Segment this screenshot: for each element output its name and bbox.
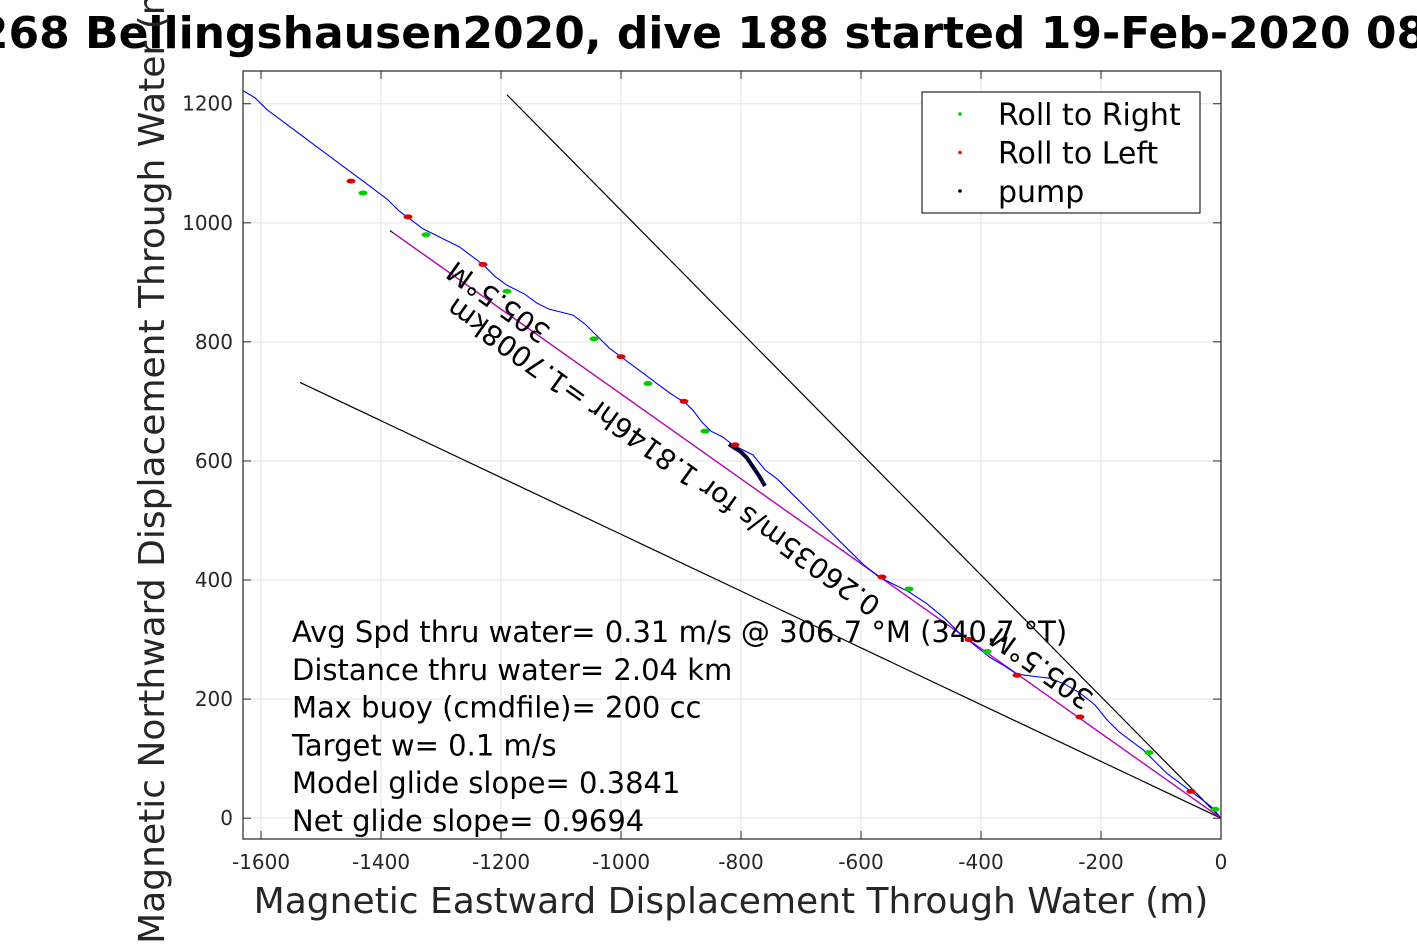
x-tick-label: 0 [1215, 850, 1228, 874]
legend-box [921, 91, 1201, 214]
roll-left-point [730, 442, 740, 448]
x-axis-label: Magnetic Eastward Displacement Through W… [254, 881, 1209, 922]
roll-left-point [679, 398, 689, 404]
x-tick-label: -1600 [232, 850, 290, 874]
roll-left-point [403, 214, 413, 220]
chart-title: SG268 Bellingshausen2020, dive 188 start… [0, 8, 1417, 59]
roll-left-point [478, 261, 488, 267]
x-tick-label: -1400 [352, 850, 410, 874]
x-tick-label: -1000 [592, 850, 650, 874]
info-box: Avg Spd thru water= 0.31 m/s @ 306.7 °M … [291, 615, 1067, 838]
y-tick-label: 0 [220, 806, 233, 830]
info-line: Max buoy (cmdfile)= 200 cc [292, 691, 701, 725]
x-tick-label: -600 [838, 850, 883, 874]
y-tick-label: 600 [195, 449, 233, 473]
roll-right-point [358, 190, 368, 196]
plot-frame [242, 70, 1222, 840]
legend-label: Roll to Right [998, 98, 1181, 133]
roll-left-point [346, 178, 356, 184]
x-tick-label: -400 [958, 850, 1003, 874]
roll-left-point [964, 637, 974, 643]
info-line: Net glide slope= 0.9694 [292, 804, 644, 838]
roll-right-point [421, 232, 431, 238]
axis-ticks: -1600 -1400 -1200 -1000 -800 -600 -400 -200 0 0 20… [182, 71, 1227, 874]
y-tick-label: 1200 [182, 92, 233, 116]
x-tick-label: -200 [1078, 850, 1123, 874]
roll-left-point [1186, 788, 1196, 794]
roll-right-point [1144, 750, 1154, 756]
roll-right-point [502, 288, 512, 294]
roll-right-point [982, 648, 992, 654]
x-tick-label: -1200 [472, 850, 530, 874]
track-layer [242, 90, 1222, 819]
roll-left-point [616, 354, 626, 360]
legend-label: pump [998, 175, 1084, 210]
roll-left-point [877, 574, 887, 580]
y-tick-label: 400 [195, 568, 233, 592]
roll-left-point [1075, 714, 1085, 720]
roll-right-point [700, 428, 710, 434]
reference-lines [299, 94, 1222, 819]
legend-marker [958, 112, 962, 116]
info-line: Avg Spd thru water= 0.31 m/s @ 306.7 °M … [292, 615, 1067, 649]
x-tick-label: -800 [718, 850, 763, 874]
pump-segment [727, 442, 767, 488]
roll-right-point [643, 381, 653, 387]
y-tick-label: 200 [195, 687, 233, 711]
legend-marker [958, 189, 962, 193]
y-axis-label: Magnetic Northward Displacement Through … [132, 0, 173, 944]
roll-right-point [589, 336, 599, 342]
roll-right-point [904, 586, 914, 592]
info-line: Model glide slope= 0.3841 [292, 766, 680, 800]
y-tick-label: 1000 [182, 211, 233, 235]
info-line: Target w= 0.1 m/s [291, 728, 557, 762]
roll-left-point [1012, 672, 1022, 678]
roll-right-point [1210, 806, 1220, 812]
reference-line [392, 232, 1222, 819]
reference-line [506, 94, 1222, 819]
y-tick-label: 800 [195, 330, 233, 354]
track-line [242, 90, 1222, 819]
roll-markers [346, 178, 1220, 812]
legend-marker [958, 150, 962, 155]
info-line: Distance thru water= 2.04 km [292, 653, 732, 687]
reference-line [299, 381, 1222, 819]
legend-label: Roll to Left [998, 137, 1158, 172]
